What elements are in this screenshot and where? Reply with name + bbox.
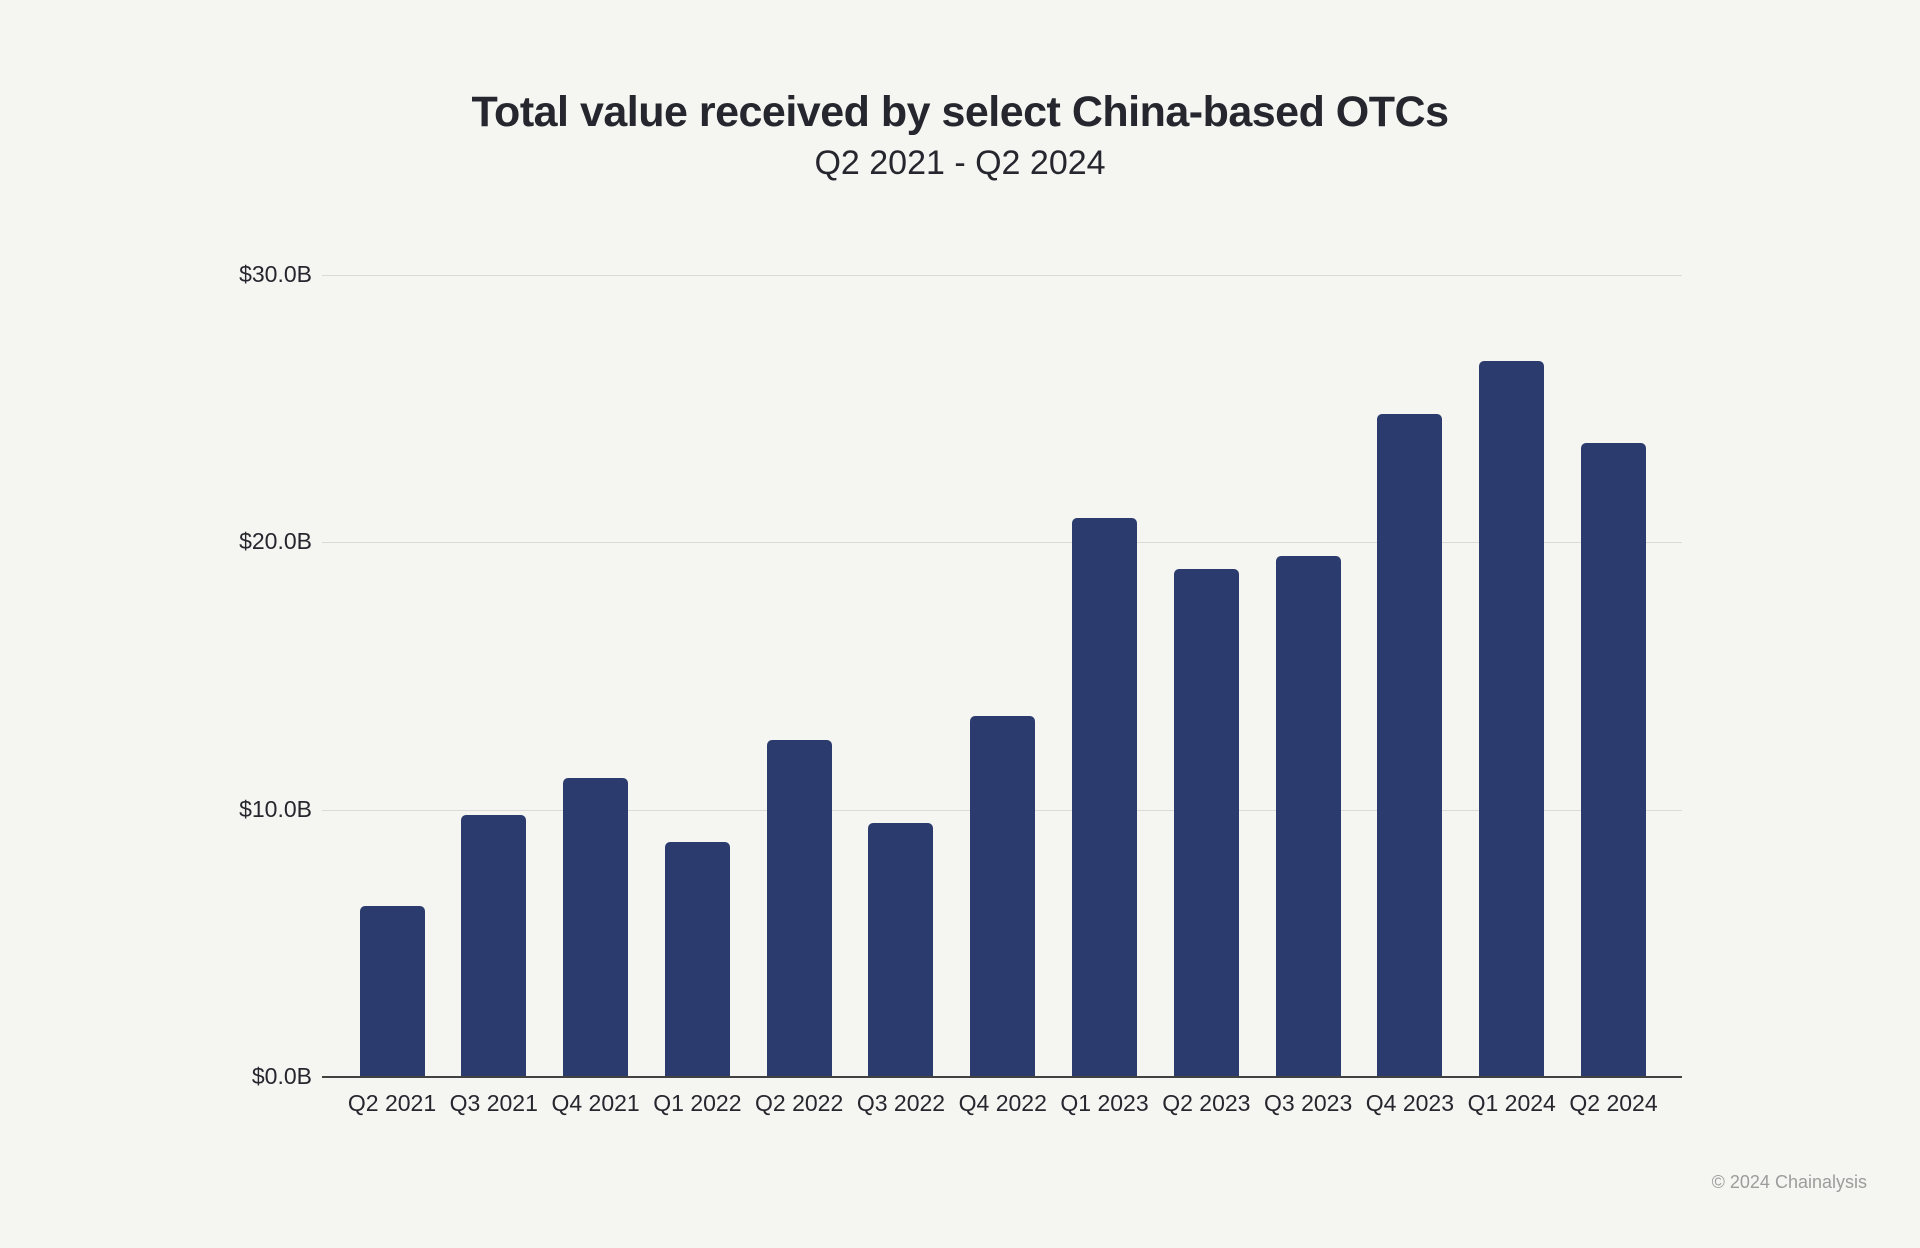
bar-q2-2021 — [359, 905, 425, 1076]
chart-title: Total value received by select China-bas… — [471, 88, 1449, 136]
x-tick-label-q1-2024: Q1 2024 — [1467, 1090, 1556, 1116]
x-tick-label-q1-2023: Q1 2023 — [1060, 1090, 1149, 1116]
x-tick-label-q3-2023: Q3 2023 — [1264, 1090, 1353, 1116]
bar-q3-2021 — [461, 815, 527, 1076]
copyright-attribution: © 2024 Chainalysis — [1711, 1172, 1867, 1192]
bar-q3-2022 — [868, 823, 934, 1076]
x-tick-label-q1-2022: Q1 2022 — [653, 1090, 742, 1116]
x-tick-label-q4-2023: Q4 2023 — [1365, 1090, 1455, 1116]
y-tick-label-0: $0.0B — [251, 1063, 312, 1089]
chart-subtitle: Q2 2021 - Q2 2024 — [814, 144, 1106, 182]
bar-q1-2022 — [664, 841, 730, 1076]
y-tick-label-10: $10.0B — [239, 796, 312, 822]
x-tick-label-q4-2022: Q4 2022 — [958, 1090, 1047, 1116]
bar-q4-2021 — [563, 777, 629, 1076]
gridline-20 — [322, 542, 1682, 543]
x-tick-label-q2-2023: Q2 2023 — [1162, 1090, 1251, 1116]
bar-q3-2023 — [1275, 555, 1341, 1076]
bar-q4-2023 — [1377, 414, 1443, 1076]
bar-q2-2022 — [766, 740, 832, 1076]
x-tick-label-q3-2021: Q3 2021 — [449, 1090, 538, 1116]
bar-q1-2024 — [1479, 360, 1545, 1076]
x-tick-label-q2-2024: Q2 2024 — [1569, 1090, 1658, 1116]
y-tick-label-30: $30.0B — [239, 261, 312, 287]
x-tick-label-q2-2021: Q2 2021 — [347, 1090, 437, 1116]
bar-q2-2023 — [1173, 569, 1239, 1076]
bar-q2-2024 — [1581, 443, 1646, 1076]
x-tick-label-q3-2022: Q3 2022 — [856, 1090, 946, 1116]
gridline-30 — [322, 275, 1682, 276]
x-tick-label-q4-2021: Q4 2021 — [551, 1090, 640, 1116]
bar-q1-2023 — [1072, 518, 1138, 1076]
x-tick-label-q2-2022: Q2 2022 — [755, 1090, 844, 1116]
y-tick-label-20: $20.0B — [239, 528, 312, 554]
x-axis-line — [322, 1076, 1682, 1078]
bar-q4-2022 — [970, 716, 1036, 1076]
